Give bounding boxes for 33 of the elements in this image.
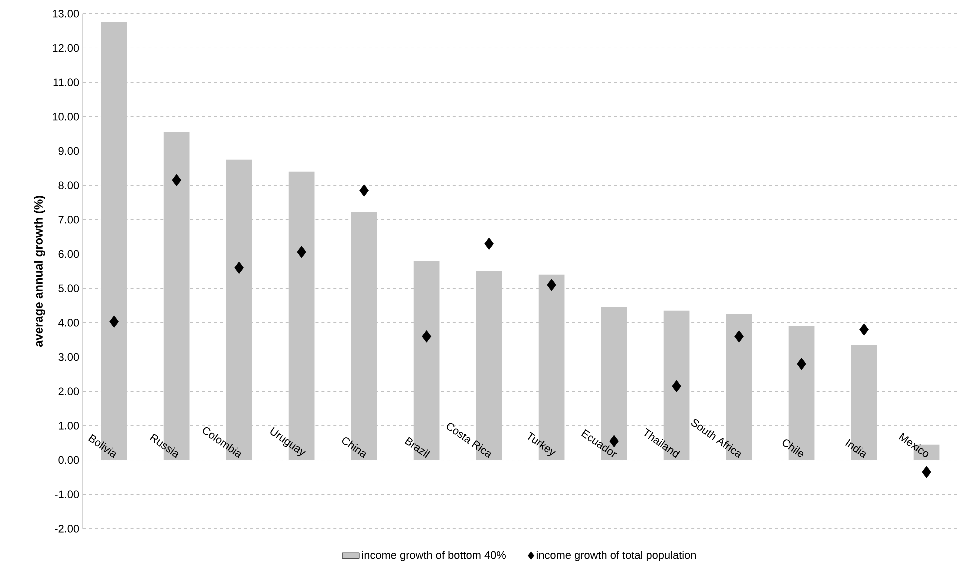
- y-tick-label: 8.00: [58, 182, 80, 190]
- y-axis-title: average annual growth (%): [34, 196, 46, 348]
- point: [797, 358, 806, 370]
- y-tick-label: 7.00: [58, 216, 80, 224]
- y-tick-label: 0.00: [58, 456, 80, 464]
- point: [297, 246, 306, 258]
- point: [172, 174, 182, 187]
- y-tick-label: 12.00: [53, 44, 80, 52]
- y-tick-label: 6.00: [58, 250, 80, 258]
- point: [922, 466, 932, 479]
- y-tick-label: 2.00: [58, 388, 80, 396]
- point: [360, 184, 369, 198]
- y-tick-label: 1.00: [59, 422, 80, 430]
- y-tick-label: 9.00: [58, 148, 80, 156]
- y-tick-label: 13.00: [53, 10, 80, 18]
- legend-label: income growth of bottom 40%: [362, 551, 506, 562]
- y-tick-label: 10.00: [53, 113, 80, 121]
- x-tick-label: Chile: [782, 440, 804, 458]
- y-tick-label: 11.00: [54, 78, 80, 87]
- point: [672, 380, 682, 393]
- point: [547, 279, 556, 292]
- point: [234, 262, 244, 274]
- point: [860, 324, 869, 336]
- y-tick-label: 3.00: [58, 354, 80, 362]
- point: [422, 330, 432, 343]
- legend-label: income growth of total population: [536, 551, 696, 562]
- y-tick-label: 4.00: [58, 319, 80, 327]
- point: [484, 238, 494, 250]
- point: [110, 316, 120, 328]
- y-tick-label: -1.00: [55, 490, 80, 499]
- point: [734, 330, 744, 343]
- y-tick-label: 5.00: [58, 284, 80, 293]
- y-tick-label: -2.00: [55, 525, 80, 533]
